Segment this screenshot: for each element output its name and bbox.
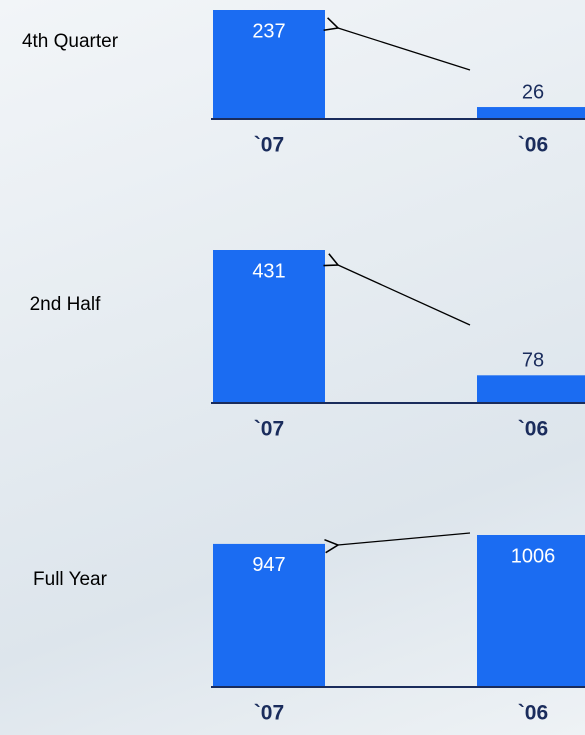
bar: [477, 535, 585, 687]
x-tick-label: `06: [518, 418, 548, 441]
value-label: 237: [252, 20, 285, 42]
x-tick-label: `06: [518, 702, 548, 725]
arrow: [338, 265, 471, 326]
x-tick-label: `07: [254, 418, 284, 441]
value-label: 947: [252, 554, 285, 576]
x-tick-label: `07: [254, 702, 284, 725]
bar: [213, 543, 325, 687]
panel-title: 4th Quarter: [21, 31, 119, 52]
value-label: 26: [522, 81, 544, 103]
x-tick-label: `07: [254, 134, 284, 157]
arrow: [338, 532, 471, 545]
bar: [477, 375, 585, 403]
value-label: 78: [522, 350, 544, 372]
panel-title: 2nd Half: [29, 294, 101, 315]
value-label: 1006: [511, 545, 556, 567]
arrow: [338, 28, 471, 71]
x-tick-label: `06: [518, 134, 548, 157]
bar: [213, 250, 325, 403]
bar: [477, 107, 585, 119]
panel-title: Full Year: [33, 569, 107, 590]
value-label: 431: [252, 260, 285, 282]
bar: [213, 10, 325, 119]
